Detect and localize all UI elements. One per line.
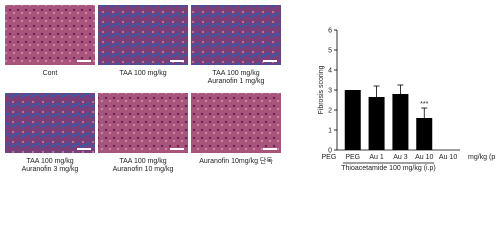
x-tick-label: Au 10 bbox=[415, 154, 433, 161]
x-tick-label: Au 10 bbox=[439, 154, 457, 161]
panel-label: Auranofin 10 mg/kg bbox=[113, 166, 174, 173]
panel-label: TAA 100 mg/kg bbox=[119, 158, 166, 165]
x-tick-label: PEG bbox=[345, 154, 360, 161]
histology-image bbox=[98, 93, 188, 153]
figure: Cont TAA 100 mg/kg TAA 100 mg/kgAuranofin … bbox=[5, 5, 496, 173]
x-tick-label: Au 1 bbox=[369, 154, 384, 161]
panel-label: Auranofin 1 mg/kg bbox=[208, 78, 265, 85]
histology-image bbox=[5, 5, 95, 65]
histology-image bbox=[191, 93, 281, 153]
x-tick-label: PEG bbox=[322, 154, 337, 161]
significance: *** bbox=[420, 101, 428, 108]
y-tick-label: 5 bbox=[328, 48, 332, 55]
scale-bar bbox=[263, 60, 277, 62]
bar bbox=[344, 90, 361, 150]
panel-label: Cont bbox=[43, 70, 58, 77]
group-label: Thioacetamide 100 mg/kg (i.p) bbox=[341, 165, 436, 172]
histology-image bbox=[191, 5, 281, 65]
scale-bar bbox=[170, 148, 184, 150]
y-tick-label: 2 bbox=[328, 108, 332, 115]
y-axis-label: Fibrosis scoring bbox=[318, 65, 325, 114]
panel-label: TAA 100 mg/kg bbox=[119, 70, 166, 77]
scale-bar bbox=[170, 60, 184, 62]
panel-label: Auranofin 10mg/kg 단독 bbox=[199, 156, 273, 165]
y-tick-label: 6 bbox=[328, 28, 332, 35]
y-tick-label: 0 bbox=[328, 148, 332, 155]
y-tick-label: 1 bbox=[328, 128, 332, 135]
scale-bar bbox=[263, 148, 277, 150]
unit-label: mg/kg (p.o) bbox=[468, 154, 496, 161]
panel-label: TAA 100 mg/kg bbox=[26, 158, 73, 165]
bar bbox=[392, 94, 409, 150]
panel-label: Auranofin 3 mg/kg bbox=[22, 166, 79, 173]
scale-bar bbox=[77, 148, 91, 150]
panel-label: TAA 100 mg/kg bbox=[212, 70, 259, 77]
histology-image bbox=[5, 93, 95, 153]
y-tick-label: 3 bbox=[328, 88, 332, 95]
bar bbox=[416, 118, 433, 150]
bar bbox=[368, 97, 385, 150]
histology-image bbox=[98, 5, 188, 65]
x-tick-label: Au 3 bbox=[393, 154, 408, 161]
scale-bar bbox=[77, 60, 91, 62]
y-tick-label: 4 bbox=[328, 68, 332, 75]
